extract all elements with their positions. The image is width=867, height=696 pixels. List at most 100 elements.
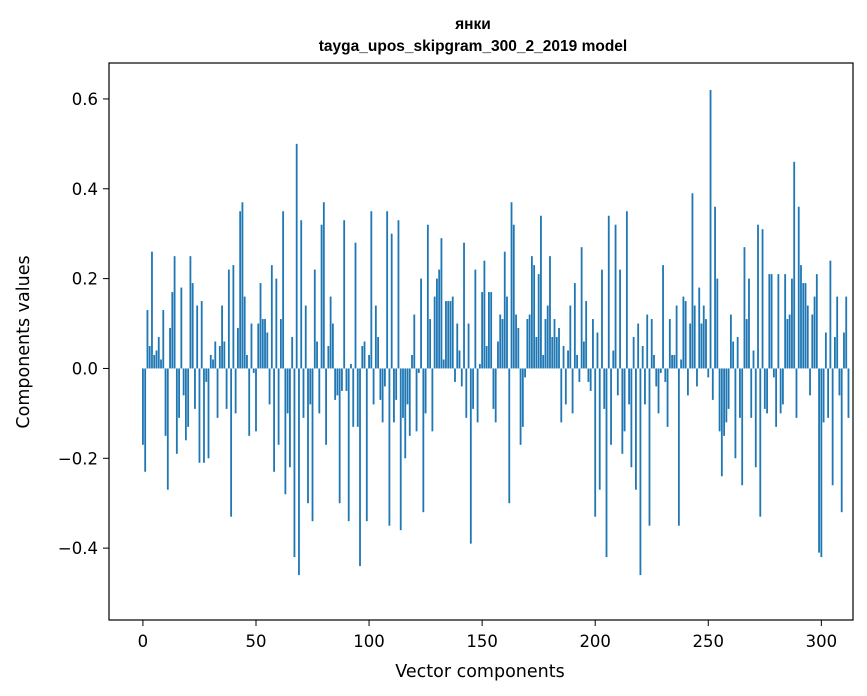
bar-245 xyxy=(696,368,698,387)
bar-289 xyxy=(795,368,798,418)
bar-231 xyxy=(664,368,667,382)
bar-163 xyxy=(510,202,513,369)
y-axis-label: Components values xyxy=(14,255,34,428)
bar-223 xyxy=(646,314,649,369)
bar-220 xyxy=(639,368,642,576)
bar-236 xyxy=(675,305,678,369)
bar-120 xyxy=(413,314,416,369)
bar-239 xyxy=(682,296,685,369)
bar-228 xyxy=(657,368,660,414)
bar-102 xyxy=(372,368,375,405)
bar-195 xyxy=(582,341,585,369)
bar-249 xyxy=(705,319,707,369)
bar-290 xyxy=(797,206,800,369)
bar-38 xyxy=(227,269,230,369)
bar-310 xyxy=(843,332,845,369)
bar-80 xyxy=(322,202,325,369)
bars-group xyxy=(142,89,850,576)
bar-199 xyxy=(592,319,594,369)
bar-175 xyxy=(537,274,540,369)
bar-104 xyxy=(377,337,380,369)
bar-83 xyxy=(329,296,332,369)
bar-112 xyxy=(395,368,398,400)
bar-66 xyxy=(291,337,294,369)
bar-237 xyxy=(677,368,680,526)
bar-272 xyxy=(757,224,759,369)
bar-40 xyxy=(232,265,235,369)
bar-96 xyxy=(359,368,361,567)
bar-146 xyxy=(472,368,474,409)
bar-301 xyxy=(822,368,825,423)
bar-157 xyxy=(497,341,499,369)
bar-39 xyxy=(230,368,233,517)
bar-188 xyxy=(567,350,569,369)
bar-51 xyxy=(257,323,260,369)
bar-133 xyxy=(442,359,445,369)
bar-14 xyxy=(173,256,176,369)
bar-138 xyxy=(454,368,456,382)
bar-56 xyxy=(268,368,271,405)
bar-91 xyxy=(347,368,350,522)
bar-200 xyxy=(594,368,597,517)
bar-6 xyxy=(155,350,158,369)
bar-5 xyxy=(153,354,156,369)
bar-271 xyxy=(754,368,757,468)
bar-145 xyxy=(469,368,472,544)
bar-79 xyxy=(320,224,323,369)
bar-132 xyxy=(440,238,443,369)
bar-244 xyxy=(693,305,696,369)
bar-92 xyxy=(350,363,352,369)
bar-147 xyxy=(474,269,477,369)
x-tick-label: 100 xyxy=(353,632,385,651)
bar-75 xyxy=(311,368,314,522)
bar-106 xyxy=(381,368,384,423)
bar-47 xyxy=(248,368,251,436)
bar-210 xyxy=(616,368,619,396)
bar-242 xyxy=(689,323,692,369)
bar-59 xyxy=(275,278,278,369)
bar-88 xyxy=(341,368,343,391)
bar-22 xyxy=(191,283,194,369)
bar-164 xyxy=(512,224,515,369)
bar-7 xyxy=(157,337,160,369)
bar-8 xyxy=(160,359,162,369)
bar-269 xyxy=(750,368,753,418)
bar-190 xyxy=(571,368,574,414)
x-tick-label: 250 xyxy=(693,632,725,651)
bar-16 xyxy=(178,368,181,418)
bar-253 xyxy=(714,206,716,369)
bar-127 xyxy=(429,319,432,369)
bar-3 xyxy=(148,345,151,369)
bar-150 xyxy=(481,292,484,369)
bar-27 xyxy=(203,368,205,463)
bar-283 xyxy=(781,368,784,405)
bar-302 xyxy=(824,332,827,369)
bar-241 xyxy=(687,368,689,396)
bar-26 xyxy=(200,301,203,369)
bar-115 xyxy=(402,368,404,418)
bar-60 xyxy=(277,368,280,445)
bar-17 xyxy=(180,287,183,369)
bar-191 xyxy=(573,283,576,369)
bar-252 xyxy=(711,368,714,400)
bar-278 xyxy=(770,274,773,369)
bar-256 xyxy=(720,368,723,477)
bar-159 xyxy=(501,319,504,369)
bar-292 xyxy=(802,283,805,369)
bar-34 xyxy=(218,345,221,369)
bar-61 xyxy=(279,319,282,369)
bar-300 xyxy=(820,368,823,558)
bar-275 xyxy=(763,368,766,409)
bar-63 xyxy=(284,368,287,495)
bar-304 xyxy=(829,260,832,369)
bar-211 xyxy=(619,269,621,369)
bar-151 xyxy=(483,260,486,369)
y-tick-label: 0.2 xyxy=(72,270,98,289)
bar-258 xyxy=(725,368,728,423)
bar-103 xyxy=(374,305,377,369)
bar-19 xyxy=(184,368,187,441)
bar-156 xyxy=(494,368,497,423)
bar-212 xyxy=(621,368,624,454)
bar-53 xyxy=(261,319,264,369)
bar-32 xyxy=(214,341,217,369)
